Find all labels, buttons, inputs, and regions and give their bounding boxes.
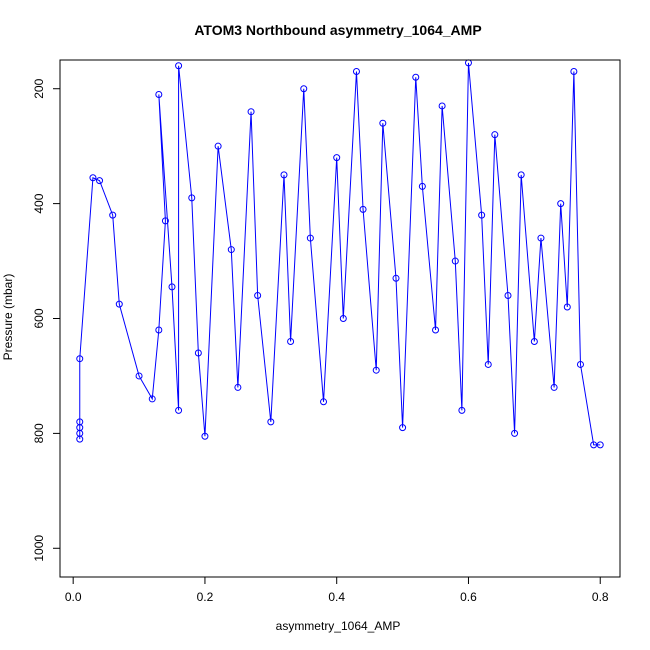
data-point-1-9 [115,300,123,308]
data-point-1-60 [590,441,598,449]
data-point-1-6 [89,174,97,182]
data-point-1-14 [155,90,163,98]
data-point-1-23 [234,383,242,391]
data-point-1-36 [372,366,380,374]
data-point-1-47 [478,211,486,219]
data-point-1-55 [550,383,558,391]
y-tick-label-3: 600 [32,308,46,328]
data-point-1-21 [214,142,222,150]
data-point-1-17 [175,62,183,70]
data-point-1-26 [267,418,275,426]
y-tick-label-1: 200 [32,78,46,98]
data-point-1-32 [333,154,341,162]
data-point-1-49 [491,131,499,139]
data-point-1-51 [511,429,519,437]
x-tick-label-1: 0.0 [65,590,82,604]
data-point-1-33 [339,315,347,322]
data-point-1-27 [280,171,288,179]
data-point-1-10 [135,372,143,380]
data-point-1-8 [109,211,117,219]
x-axis: 0.0 0.2 0.4 0.6 0.8 [65,577,609,604]
data-point-1-54 [537,234,545,242]
data-point-1-35 [359,205,367,213]
data-point-1-31 [320,398,328,406]
data-point-1-7 [96,177,104,185]
data-point-1-43 [438,102,446,110]
y-axis-label: Pressure (mbar) [1,274,15,361]
data-point-1-61 [596,441,604,449]
data-point-1-40 [412,73,420,81]
data-point-1-25 [254,292,262,300]
series-line-1 [79,62,601,446]
data-point-1-53 [530,337,538,345]
data-point-1-37 [379,119,387,127]
data-point-1-15 [168,283,176,291]
x-axis-label: asymmetry_1064_AMP [276,619,401,633]
data-point-1-4 [76,418,84,426]
data-point-1-20 [201,432,209,440]
data-point-1-38 [392,274,400,282]
data-point-1-42 [432,326,440,334]
data-point-1-56 [557,200,565,208]
data-point-1-13 [161,217,169,225]
data-point-1-59 [576,360,584,368]
y-axis: 200 400 600 800 1000 [32,78,60,562]
data-point-1-5 [76,355,84,363]
x-tick-label-5: 0.8 [592,590,609,604]
data-point-1-12 [155,326,163,334]
y-tick-label-5: 1000 [32,535,46,562]
data-point-1-52 [517,171,525,179]
data-point-1-58 [570,67,578,75]
plot-area [76,59,604,449]
y-tick-label-2: 400 [32,193,46,213]
data-point-1-28 [287,337,295,345]
chart-title: ATOM3 Northbound asymmetry_1064_AMP [194,22,481,38]
data-point-1-30 [306,234,314,242]
data-point-1-24 [247,108,255,116]
data-point-1-50 [504,292,512,300]
data-point-1-41 [418,182,426,190]
data-point-1-34 [352,67,360,75]
data-point-1-48 [484,360,492,368]
x-tick-label-2: 0.2 [197,590,214,604]
data-point-1-22 [227,246,235,254]
data-point-1-11 [148,395,156,403]
data-point-1-19 [194,349,202,357]
data-point-1-29 [300,85,308,93]
x-tick-label-4: 0.6 [460,590,477,604]
data-point-1-18 [188,194,196,202]
y-tick-label-4: 800 [32,423,46,443]
data-point-1-45 [458,406,466,414]
data-point-1-44 [451,257,459,265]
data-point-1-57 [563,303,571,311]
data-point-1-16 [175,406,183,414]
data-point-1-39 [399,424,407,432]
x-tick-label-3: 0.4 [328,590,345,604]
